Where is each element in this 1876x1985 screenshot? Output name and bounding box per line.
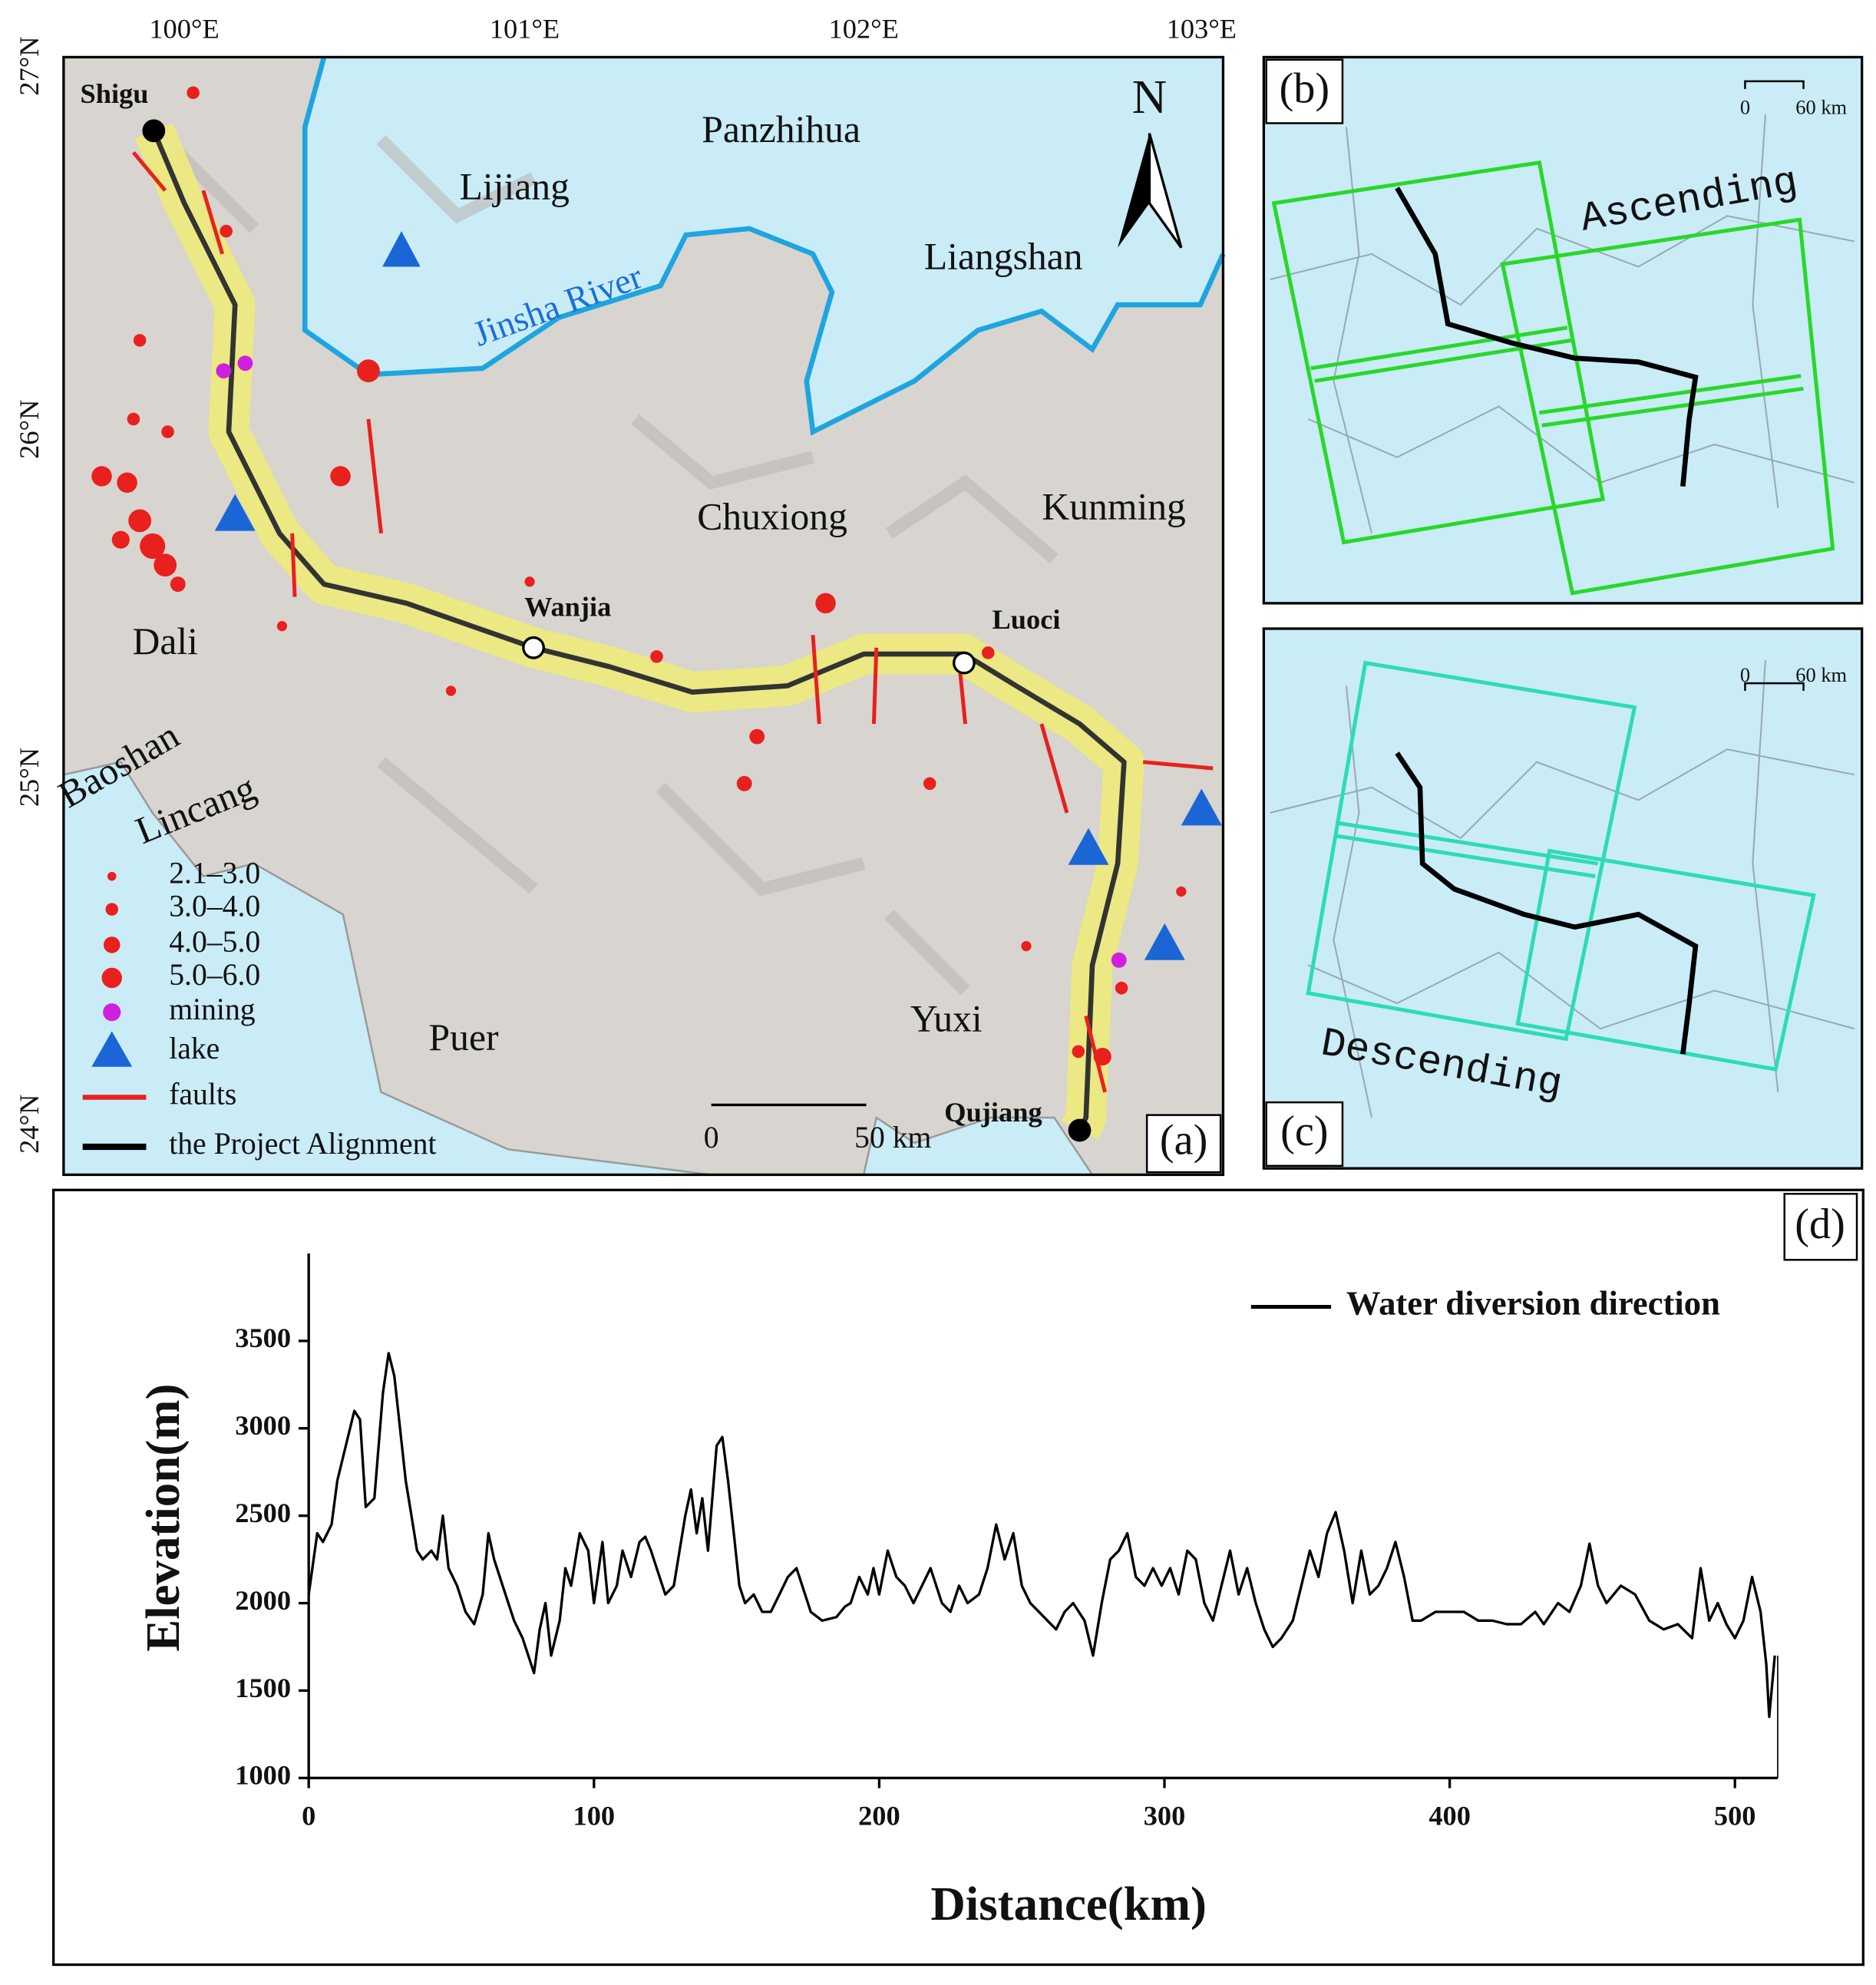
site-marker (1068, 1118, 1092, 1142)
map-frame (62, 55, 1225, 1177)
panel-label-box (1265, 58, 1344, 124)
scale-label: 0 (1740, 663, 1750, 686)
y-tick-label: 1000 (235, 1760, 291, 1791)
panel-c (1262, 627, 1864, 1170)
north-arrow (1118, 133, 1183, 249)
map-legend-symbols (82, 871, 147, 1151)
site-label: Shigu (81, 78, 149, 109)
lon-label: 103°E (1167, 14, 1237, 45)
scale-label: 0 (1740, 95, 1750, 118)
panel-label: (b) (1280, 65, 1330, 113)
legend-label: Water diversion direction (1346, 1284, 1720, 1323)
descending-frames (1306, 660, 1816, 1072)
scale-bar (1744, 682, 1805, 692)
scale-bar (1744, 80, 1805, 89)
region-label: Kunming (1042, 486, 1185, 528)
project-alignment (151, 130, 1127, 1131)
x-tick-label: 0 (302, 1801, 315, 1831)
site-marker (142, 119, 166, 143)
jinsha-river (302, 56, 1226, 436)
lat-label: 24°N (14, 1095, 45, 1154)
mining-sites (216, 355, 1127, 968)
lat-label: 25°N (14, 748, 45, 807)
x-tick-label: 200 (858, 1801, 900, 1831)
boundaries (1270, 660, 1855, 1118)
region-label: Yuxi (910, 997, 983, 1039)
scale-label: 50 km (854, 1121, 931, 1154)
region-label: Lijiang (460, 166, 570, 208)
x-tick-label: 300 (1144, 1801, 1186, 1831)
legend-label: 2.1–3.0 (169, 857, 260, 890)
site-label: Luoci (992, 604, 1061, 635)
legend-label: lake (169, 1032, 220, 1065)
lon-label: 100°E (149, 14, 219, 45)
lat-label: 27°N (14, 36, 45, 95)
legend-label: 3.0–4.0 (169, 890, 260, 923)
lakes (214, 231, 1222, 960)
chart-frame (51, 1188, 1864, 1967)
region-label: Puer (429, 1016, 499, 1059)
y-tick-label: 2500 (235, 1498, 291, 1528)
legend-label: 4.0–5.0 (169, 925, 260, 959)
y-tick-label: 3000 (235, 1410, 291, 1441)
x-tick-label: 100 (573, 1801, 616, 1831)
panel-label: (c) (1280, 1108, 1328, 1155)
legend-label: the Project Alignment (169, 1127, 436, 1161)
site-marker (522, 636, 545, 659)
panel-label-box (1265, 1101, 1344, 1168)
x-tick-label: 400 (1428, 1801, 1471, 1831)
scale-label: 0 (704, 1121, 719, 1154)
region-label: Dali (133, 620, 198, 662)
relief (173, 135, 1059, 996)
y-tick-label: 2000 (235, 1585, 291, 1616)
alignment (1395, 187, 1699, 487)
panel-label-box (1783, 1192, 1858, 1261)
panel-b (1262, 55, 1864, 605)
map-a (62, 55, 1226, 1177)
scale-label: 60 km (1795, 663, 1847, 686)
lon-label: 101°E (490, 14, 560, 45)
earthquakes (91, 86, 1187, 1066)
north-label: N (1132, 70, 1167, 124)
region-label: Panzhihua (702, 108, 860, 150)
lat-label: 26°N (14, 400, 45, 459)
y-axis-label: Elevation(m) (136, 1384, 190, 1652)
x-tick-label: 500 (1714, 1801, 1756, 1831)
site-label: Qujiang (944, 1097, 1042, 1128)
line-series (307, 1352, 1776, 1719)
legend-label: mining (169, 992, 256, 1026)
legend-label: 5.0–6.0 (169, 958, 260, 992)
y-tick-label: 1500 (235, 1673, 291, 1703)
x-axis-label: Distance(km) (930, 1877, 1207, 1931)
region-label: Chuxiong (697, 496, 847, 538)
boundaries (1270, 114, 1855, 534)
panel-frame (1262, 627, 1864, 1170)
ascending-frames (1271, 160, 1835, 596)
panel-label: (d) (1795, 1201, 1845, 1248)
region-label: Liangshan (924, 236, 1083, 278)
panel-label: (a) (1160, 1117, 1207, 1164)
site-marker (953, 651, 976, 675)
scale-label: 60 km (1795, 95, 1847, 118)
panel-label-box (1145, 1114, 1222, 1174)
legend-label: faults (169, 1078, 236, 1111)
y-tick-label: 3500 (235, 1323, 291, 1353)
lon-label: 102°E (829, 14, 899, 45)
site-label: Wanjia (524, 592, 611, 623)
alignment (1395, 751, 1699, 1055)
